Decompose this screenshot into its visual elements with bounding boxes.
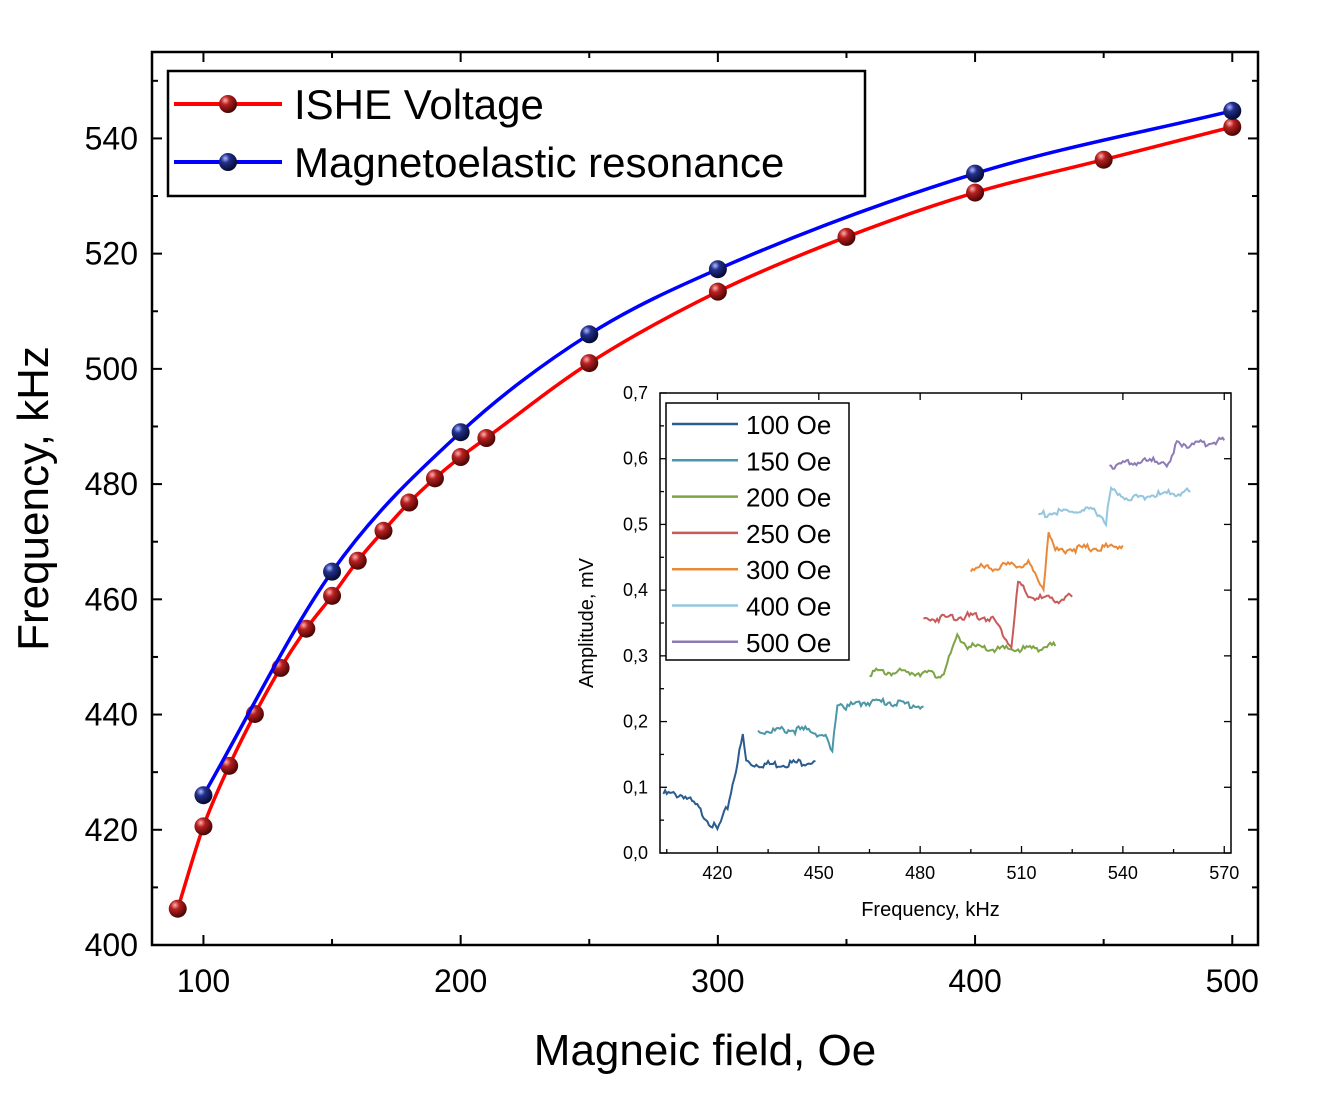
data-point-ishe — [837, 227, 856, 246]
data-point-ishe — [1094, 150, 1113, 169]
legend-label: Magnetoelastic resonance — [294, 139, 784, 186]
inset-y-tick-label: 0,3 — [623, 646, 648, 666]
inset-x-tick-label: 450 — [804, 863, 834, 883]
inset-series-line — [1109, 436, 1226, 470]
inset-y-tick-label: 0,4 — [623, 580, 648, 600]
x-tick-label: 500 — [1206, 963, 1259, 999]
inset-x-tick-label: 510 — [1006, 863, 1036, 883]
inset-x-axis-label: Frequency, kHz — [861, 899, 1000, 921]
legend-marker — [219, 153, 237, 171]
x-tick-label: 100 — [177, 963, 230, 999]
inset-y-tick-label: 0,5 — [623, 514, 648, 534]
x-tick-label: 200 — [434, 963, 487, 999]
y-tick-label: 480 — [85, 466, 138, 502]
data-point-magnetoelastic — [1223, 101, 1242, 120]
inset-series-line — [1038, 485, 1191, 528]
main-legend: ISHE Voltage Magnetoelastic resonance — [166, 69, 867, 198]
inset-series-line — [662, 733, 816, 832]
inset-legend-label: 300 Oe — [746, 555, 831, 585]
inset-series-line — [969, 531, 1124, 594]
data-point-ishe — [400, 493, 419, 512]
y-tick-label: 420 — [85, 812, 138, 848]
data-point-ishe — [966, 183, 985, 202]
data-point-ishe — [168, 899, 187, 918]
inset-legend-label: 200 Oe — [746, 483, 831, 513]
inset-y-tick-label: 0,7 — [623, 383, 648, 403]
data-point-magnetoelastic — [323, 562, 342, 581]
legend-marker — [219, 95, 237, 113]
inset-legend-label: 500 Oe — [746, 628, 831, 658]
data-point-ishe — [580, 354, 599, 373]
x-tick-label: 400 — [948, 963, 1001, 999]
y-tick-label: 520 — [85, 236, 138, 272]
data-point-ishe — [477, 429, 496, 448]
inset-y-axis-label: Amplitude, mV — [576, 557, 598, 688]
inset-plot: 420 450 480 510 540 570 0,0 0,1 0,2 0,3 0,4 0,5 0,6 0… — [576, 383, 1239, 921]
data-point-ishe — [1223, 117, 1242, 136]
main-legend-frame — [166, 69, 867, 198]
y-tick-label: 460 — [85, 581, 138, 617]
data-point-ishe — [323, 586, 342, 605]
data-point-magnetoelastic — [966, 164, 985, 183]
inset-y-tick-label: 0,2 — [623, 712, 648, 732]
inset-legend-label: 150 Oe — [746, 446, 831, 476]
y-tick-label: 400 — [85, 927, 138, 963]
inset-series-line — [869, 631, 1057, 679]
legend-label: ISHE Voltage — [294, 81, 544, 128]
y-tick-label: 540 — [85, 120, 138, 156]
inset-legend-label: 400 Oe — [746, 592, 831, 622]
inset-legend-label: 100 Oe — [746, 410, 831, 440]
data-point-ishe — [194, 817, 213, 836]
inset-legend-frame — [665, 402, 850, 661]
inset-y-tick-label: 0,1 — [623, 777, 648, 797]
inset-x-tick-label: 480 — [905, 863, 935, 883]
x-tick-label: 300 — [691, 963, 744, 999]
y-tick-label: 440 — [85, 697, 138, 733]
data-point-ishe — [425, 469, 444, 488]
inset-x-tick-label: 570 — [1209, 863, 1239, 883]
data-point-magnetoelastic — [708, 260, 727, 279]
x-axis-label: Magneic field, Oe — [534, 1026, 876, 1075]
data-point-ishe — [297, 619, 316, 638]
inset-series-line — [923, 580, 1073, 651]
data-point-ishe — [708, 282, 727, 301]
inset-legend: 100 Oe 150 Oe 200 Oe 250 Oe 300 Oe 400 Oe 500 … — [665, 402, 850, 661]
data-point-magnetoelastic — [451, 423, 470, 442]
data-point-ishe — [348, 551, 367, 570]
data-point-magnetoelastic — [194, 786, 213, 805]
data-point-ishe — [220, 756, 239, 775]
y-tick-label: 500 — [85, 351, 138, 387]
inset-y-tick-label: 0,6 — [623, 449, 648, 469]
main-plot: 100 200 300 400 500 400 420 440 460 480 500 520 540 M… — [9, 50, 1260, 1075]
inset-y-tick-label: 0,0 — [623, 843, 648, 863]
data-point-ishe — [374, 521, 393, 540]
data-point-magnetoelastic — [580, 325, 599, 344]
main-plot-frame — [150, 50, 1260, 947]
inset-x-tick-label: 420 — [702, 863, 732, 883]
inset-x-tick-label: 540 — [1108, 863, 1138, 883]
inset-legend-label: 250 Oe — [746, 519, 831, 549]
y-axis-label: Frequency, kHz — [9, 346, 58, 651]
inset-series-line — [757, 696, 924, 754]
data-point-ishe — [451, 448, 470, 467]
